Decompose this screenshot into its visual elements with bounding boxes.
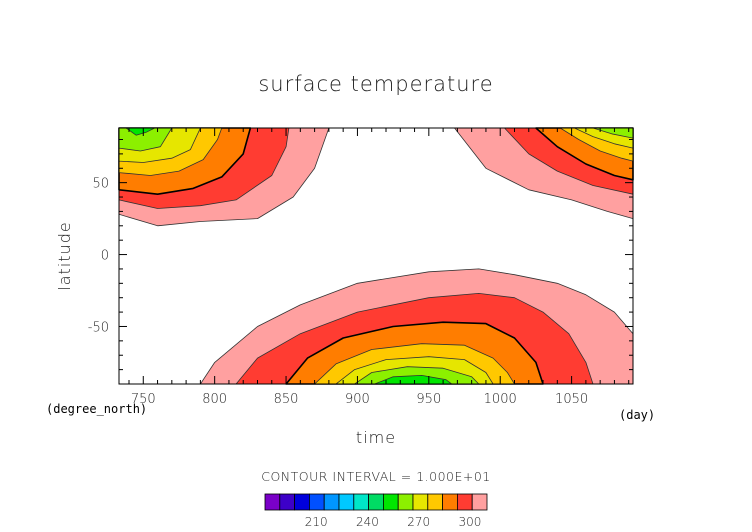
- x-unit-label: (day): [619, 408, 655, 422]
- colorbar-swatch: [308, 493, 325, 511]
- colorbar: [264, 493, 488, 511]
- x-tick-label: 950: [416, 392, 441, 407]
- y-unit-label: (degree_north): [46, 402, 147, 416]
- colorbar-swatch: [294, 493, 310, 511]
- x-axis-label: time: [356, 428, 396, 447]
- y-tick-label: 50: [92, 177, 109, 192]
- contour-interval-label: CONTOUR INTERVAL = 1.000E+01: [261, 469, 491, 484]
- colorbar-swatch: [279, 493, 295, 511]
- colorbar-swatch: [397, 493, 414, 511]
- colorbar-swatch: [471, 493, 488, 511]
- colorbar-swatch: [353, 493, 369, 511]
- x-tick-label: 1000: [484, 392, 517, 407]
- colorbar-swatch: [382, 493, 399, 511]
- colorbar-swatch: [456, 493, 473, 511]
- y-axis: -50 0 50: [88, 139, 633, 385]
- colorbar-swatch: [368, 493, 384, 511]
- x-tick-label: 900: [345, 392, 370, 407]
- colorbar-swatch: [427, 493, 443, 511]
- x-tick-label: 1050: [555, 392, 588, 407]
- y-tick-label: 0: [101, 249, 109, 264]
- colorbar-swatch: [442, 493, 458, 511]
- colorbar-labels: 210 240 270 300: [305, 515, 482, 529]
- colorbar-tick-label: 240: [356, 515, 379, 529]
- colorbar-swatch: [323, 493, 340, 511]
- x-axis: 750 800 850 900 950 1000 1050: [128, 128, 630, 407]
- colorbar-tick-label: 300: [458, 515, 481, 529]
- x-tick-label: 850: [274, 392, 299, 407]
- chart-title: surface temperature: [258, 72, 493, 96]
- colorbar-swatch: [412, 493, 429, 511]
- colorbar-swatch: [264, 493, 281, 511]
- x-tick-label: 800: [202, 392, 227, 407]
- y-tick-label: -50: [88, 320, 109, 335]
- colorbar-tick-label: 210: [305, 515, 328, 529]
- x-tick-label: 750: [131, 392, 156, 407]
- y-axis-label: latitude: [55, 221, 74, 290]
- colorbar-tick-label: 270: [407, 515, 430, 529]
- plot-frame: [118, 127, 634, 385]
- plot-area: [118, 127, 634, 385]
- colorbar-swatch: [338, 493, 355, 511]
